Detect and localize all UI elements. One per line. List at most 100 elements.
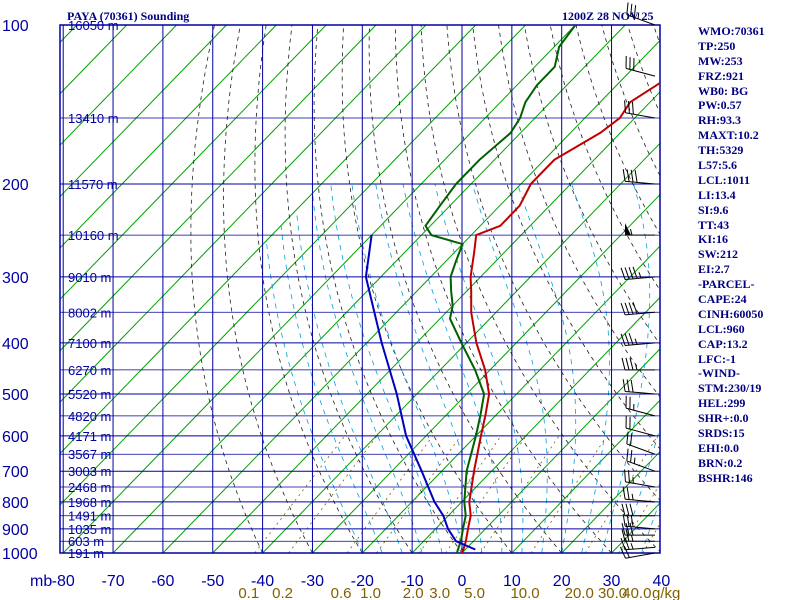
wind-barb-staff (625, 276, 656, 281)
wind-barb-full (621, 523, 626, 536)
wind-barb (621, 523, 655, 536)
index-item: WMO:70361 (698, 24, 765, 38)
wind-barb-staff (625, 180, 656, 185)
wind-barb (622, 486, 656, 503)
height-label: 1491 m (68, 509, 111, 524)
pressure-tick-label: 500 (2, 387, 29, 404)
wind-barb-full (621, 357, 626, 371)
wind-barb-full (630, 379, 634, 393)
height-label: 5520 m (68, 387, 111, 402)
index-item: MAXT:10.2 (698, 128, 759, 143)
temperature-tick-label: -20 (351, 573, 374, 590)
wind-barb-full (630, 3, 633, 17)
wind-barb (626, 448, 656, 472)
mixing-ratio-line (584, 435, 658, 553)
wind-barb-full (624, 302, 630, 315)
wind-barb (620, 266, 656, 281)
index-item: SHR+:0.0 (698, 411, 749, 426)
trace-temperature (461, 81, 660, 553)
wind-barb-full (625, 503, 630, 516)
moist-adiabat-line (266, 244, 363, 553)
index-item: STM:230/19 (698, 381, 762, 396)
mixing-ratio-unit-label: g/kg (652, 585, 680, 600)
wind-barb-full (622, 486, 626, 500)
mixing-ratio-line (445, 435, 527, 553)
wind-barb-full (628, 470, 630, 483)
wind-barb-staff (625, 498, 656, 503)
wind-barb-staff (625, 342, 656, 347)
wind-barb-flag (625, 223, 631, 236)
isotherm-line (60, 25, 377, 352)
index-item: SI:9.6 (698, 202, 729, 217)
wind-barb-full (624, 333, 630, 346)
wind-barb (625, 395, 656, 417)
wind-barb (620, 332, 656, 347)
moist-adiabat-line (641, 499, 660, 553)
temperature-tick-label: -40 (251, 573, 274, 590)
dry-adiabat-line (341, 25, 513, 553)
wind-barb-half (630, 543, 634, 550)
temperature-tick-label: -30 (301, 573, 324, 590)
pressure-tick-label: 1000 (2, 546, 38, 563)
wind-barb-full (626, 487, 630, 500)
index-item: LCL:1011 (698, 172, 751, 187)
pressure-tick-label: 700 (2, 464, 29, 481)
wind-barb (626, 2, 656, 26)
wind-barb-full (626, 431, 629, 445)
wind-barb (620, 301, 656, 316)
index-item: -PARCEL- (698, 277, 755, 292)
dry-adiabat-line (575, 25, 660, 236)
wind-barbs (619, 2, 656, 559)
wind-barb-full (628, 332, 634, 345)
wind-barb-full (632, 266, 638, 279)
index-item: CAP:13.2 (698, 336, 748, 351)
mixing-ratio-label: 5.0 (464, 585, 485, 600)
wind-barb-half (635, 363, 638, 371)
height-label: 3003 m (68, 464, 111, 479)
pressure-tick-label: 600 (2, 429, 29, 446)
wind-barb (621, 357, 655, 371)
dry-adiabat-line (446, 25, 660, 501)
wind-barb-full (620, 303, 626, 316)
temperature-tick-label: -60 (151, 573, 174, 590)
mixing-ratio-line (346, 435, 434, 553)
isotherm-line (60, 25, 227, 198)
isotherm-line (60, 25, 427, 403)
height-label: 9010 m (68, 270, 111, 285)
wind-barb-full (626, 448, 629, 462)
plot-frame (59, 24, 661, 554)
chart-subtitle: 1200Z 28 NOV 25 (562, 9, 654, 23)
wind-barb (622, 513, 656, 530)
wind-barb-full (630, 169, 634, 183)
moist-adiabat-line (472, 183, 548, 553)
isotherm-line (262, 142, 660, 553)
isotherm-line (461, 348, 660, 553)
index-item: BSHR:146 (698, 470, 753, 485)
moist-adiabat-line (517, 183, 577, 553)
moist-adiabat-line (280, 225, 383, 553)
wind-barb-full (621, 529, 626, 542)
index-item: -WIND- (698, 366, 740, 381)
isotherm-line (561, 450, 660, 553)
wind-barb-staff (625, 546, 656, 551)
pressure-tick-label: 900 (2, 522, 29, 539)
wind-barb-full (620, 267, 626, 280)
index-item: LCL:960 (698, 321, 745, 336)
wind-barb (625, 415, 656, 437)
isotherm-line (60, 25, 277, 249)
wind-barb-full (624, 267, 630, 280)
mixing-ratio-lines (254, 435, 660, 553)
wind-barb-full (634, 170, 638, 183)
wind-barb-staff (626, 14, 656, 26)
wind-barb (622, 379, 656, 395)
isotherm-line (60, 25, 477, 455)
temperature-tick-label: -50 (201, 573, 224, 590)
isotherm-line (411, 296, 660, 553)
height-label: 13410 m (68, 111, 119, 126)
wind-barb-half (630, 228, 633, 236)
wind-barb-staff (625, 552, 656, 559)
isotherm-line (212, 91, 660, 553)
index-item: CAPE:24 (698, 292, 747, 307)
wind-barb (620, 537, 656, 551)
wind-barb-full (625, 357, 630, 371)
